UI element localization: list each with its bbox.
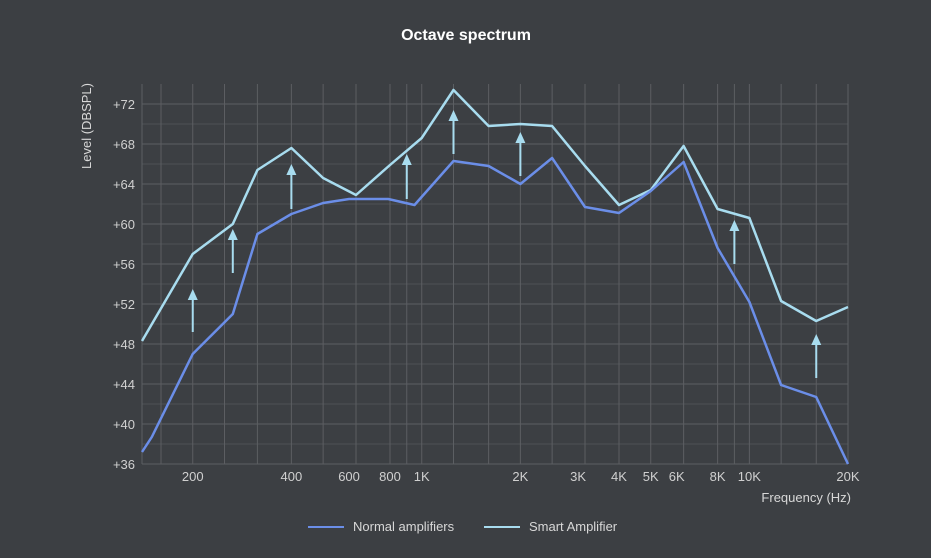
- arrow-head: [729, 220, 740, 231]
- chart-title: Octave spectrum: [401, 27, 531, 44]
- arrow-head: [187, 289, 198, 300]
- series-line: [140, 88, 849, 342]
- series-lines: [140, 88, 850, 465]
- improvement-arrow: [187, 289, 198, 332]
- arrow-head: [401, 154, 412, 165]
- y-axis-ticks: +36 +40 +44 +48 +52 +56 +60 +64 +68 +72: [113, 97, 135, 472]
- improvement-arrow: [227, 229, 238, 273]
- x-tick-label: 3K: [570, 469, 586, 484]
- x-tick-label: 10K: [738, 469, 761, 484]
- y-tick-label: +52: [113, 297, 135, 312]
- y-tick-label: +68: [113, 137, 135, 152]
- arrow-head: [286, 164, 297, 175]
- x-tick-label: 600: [338, 469, 360, 484]
- series-line: [140, 156, 850, 465]
- improvement-arrow: [448, 110, 459, 154]
- x-tick-label: 4K: [611, 469, 627, 484]
- arrow-head: [448, 110, 459, 121]
- legend-item: Normal amplifiers: [308, 519, 455, 534]
- x-tick-label: 200: [182, 469, 204, 484]
- y-tick-label: +60: [113, 217, 135, 232]
- x-tick-label: 400: [281, 469, 303, 484]
- x-tick-label: 2K: [512, 469, 528, 484]
- x-tick-label: 1K: [414, 469, 430, 484]
- y-tick-label: +56: [113, 257, 135, 272]
- y-tick-label: +36: [113, 457, 135, 472]
- x-tick-label: 6K: [669, 469, 685, 484]
- x-axis-label: Frequency (Hz): [761, 490, 851, 505]
- y-axis-label: Level (DBSPL): [79, 83, 94, 169]
- arrow-head: [227, 229, 238, 240]
- x-tick-label: 8K: [710, 469, 726, 484]
- legend-label: Normal amplifiers: [353, 519, 455, 534]
- arrow-head: [811, 334, 822, 345]
- legend-label: Smart Amplifier: [529, 519, 618, 534]
- x-tick-label: 800: [379, 469, 401, 484]
- y-tick-label: +48: [113, 337, 135, 352]
- y-tick-label: +44: [113, 377, 135, 392]
- legend-item: Smart Amplifier: [484, 519, 618, 534]
- x-tick-label: 5K: [643, 469, 659, 484]
- improvement-arrow: [286, 164, 297, 209]
- improvement-arrow: [515, 132, 526, 176]
- x-axis-ticks: 200 400 600 800 1K 2K 3K 4K 5K 6K 8K 10K 20K: [182, 469, 860, 484]
- x-tick-label: 20K: [836, 469, 859, 484]
- legend: Normal amplifiers Smart Amplifier: [308, 519, 618, 534]
- improvement-arrows: [187, 110, 822, 378]
- y-tick-label: +40: [113, 417, 135, 432]
- grid: [141, 84, 849, 465]
- arrow-head: [515, 132, 526, 143]
- y-tick-label: +72: [113, 97, 135, 112]
- y-tick-label: +64: [113, 177, 135, 192]
- improvement-arrow: [729, 220, 740, 264]
- improvement-arrow: [401, 154, 412, 199]
- improvement-arrow: [811, 334, 822, 378]
